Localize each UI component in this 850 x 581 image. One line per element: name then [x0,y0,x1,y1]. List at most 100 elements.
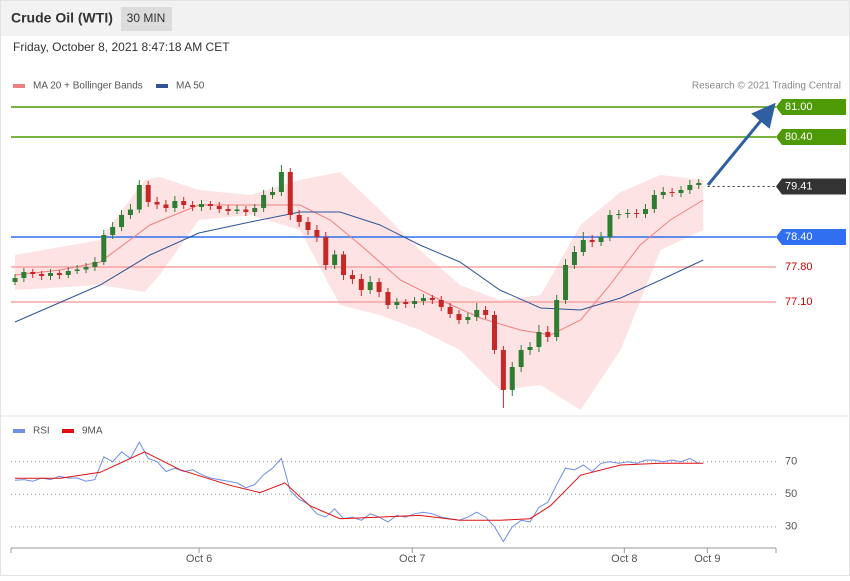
candle-body [580,240,586,252]
candle-body [270,192,276,195]
level-label: 81.00 [785,101,813,113]
legend-swatch [13,84,25,88]
date: Friday, October 8, 2021 8:47:18 AM CET [13,40,230,54]
candle-body [216,206,222,209]
candle-body [305,222,311,230]
candle-body [181,201,187,205]
level-label: 78.40 [785,231,813,243]
candle-body [21,272,27,278]
candle-body [252,208,258,212]
legend-label: RSI [33,426,50,437]
bollinger-band [15,172,704,410]
candle-body [696,183,702,185]
level-tag [776,178,846,195]
candle-body [278,172,284,192]
credit: Research © 2021 Trading Central [692,81,841,92]
level-tag [776,99,846,115]
title: Crude Oil (WTI) [11,10,113,26]
candle-body [385,292,391,305]
candle-body [145,185,151,202]
candle-body [358,279,364,290]
candle-body [296,215,302,222]
candle-body [474,310,480,317]
candle-body [678,190,684,193]
legend-label: 9MA [82,426,103,437]
series-line [14,441,699,543]
candle-body [163,204,169,208]
candle-body [500,350,506,390]
interval: 30 MIN [127,11,166,25]
level-tag [776,129,846,145]
legend-swatch [156,84,168,88]
y-tick-label: 50 [785,488,797,500]
candle-body [127,209,133,215]
ma-line [14,199,704,336]
candle-body [651,195,657,209]
candle-body [198,204,204,207]
candle-body [261,195,267,208]
candle-body [154,202,160,205]
candle-body [332,254,338,265]
candle-body [323,237,329,265]
candle-body [287,172,293,215]
candle-body [349,275,355,279]
candle-body [456,314,462,320]
candle-body [536,332,542,347]
ma-line [14,211,704,323]
interval-box [121,7,172,31]
candle-body [110,227,116,235]
candle-body [598,237,604,242]
candle-body [483,310,489,315]
candle-body [190,205,196,207]
candle-body [341,254,347,275]
candle-body [527,347,533,350]
level-label: 77.10 [785,296,813,308]
x-tick-label: Oct 9 [694,553,720,565]
legend-label: MA 20 + Bollinger Bands [33,81,143,92]
candle-body [642,209,648,214]
candle-body [367,282,373,290]
candle-body [74,269,80,271]
candle-body [607,215,613,237]
candle-body [687,185,693,190]
y-tick-label: 30 [785,521,797,533]
forecast-arrow [706,102,776,186]
candle-body [65,271,71,275]
level-label: 79.41 [785,180,813,192]
candle-body [420,298,426,301]
candle-body [518,350,524,367]
candle-body [403,302,409,304]
candle-body [563,265,569,300]
candle-body [634,213,640,214]
candle-body [616,214,622,215]
x-tick-label: Oct 8 [611,553,637,565]
candle-body [92,262,98,267]
candle-body [447,307,453,314]
candle-body [39,274,45,276]
candle-body [509,367,515,390]
candle-body [119,215,125,227]
level-label: 80.40 [785,131,813,143]
candle-body [412,301,418,304]
candle-body [56,273,62,275]
candle-body [243,209,249,212]
candle-body [545,332,551,337]
candle-body [589,240,595,242]
candle-body [394,302,400,305]
candle-body [554,300,560,337]
candle-body [136,185,142,210]
candle-body [660,192,666,195]
candle-body [225,209,231,211]
legend-swatch [13,429,25,433]
candle-body [12,278,18,282]
x-tick-label: Oct 7 [399,553,425,565]
candle-body [669,192,675,193]
candle-body [314,230,320,237]
legend-label: MA 50 [176,81,205,92]
candle-body [376,282,382,292]
series-line [15,451,704,521]
candle-body [438,300,444,307]
level-tag [776,229,846,245]
